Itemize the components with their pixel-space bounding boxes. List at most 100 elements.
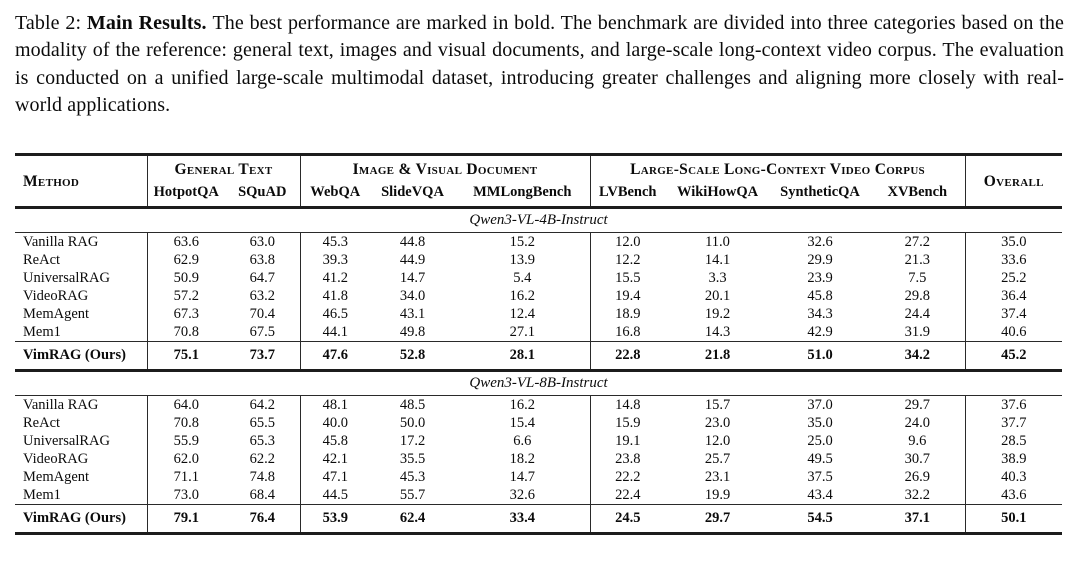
value-cell: 30.7 <box>904 450 930 467</box>
value-cell: 15.4 <box>509 414 535 431</box>
column-header-overall: Overall <box>964 154 1063 208</box>
overall-value-cell: 25.2 <box>964 268 1063 287</box>
value-cell: 5.4 <box>513 269 532 286</box>
value-cell: 50.9 <box>146 268 225 287</box>
value-cell: 29.7 <box>665 503 771 534</box>
value-cell: 14.7 <box>399 269 426 286</box>
value-cell: 71.1 <box>146 467 225 486</box>
value-cell: 24.5 <box>589 503 666 534</box>
value-cell: 26.9 <box>904 468 930 485</box>
value-cell: 67.5 <box>249 323 275 340</box>
value-cell: 47.1 <box>299 467 370 486</box>
table-row: VideoRAG 62.0 62.2 42.1 35.5 18.2 23.8 25.7 49.5… <box>15 449 1063 468</box>
value-cell: 21.8 <box>665 340 771 372</box>
value-cell: 40.0 <box>299 413 370 432</box>
value-cell: 46.5 <box>299 304 370 323</box>
value-cell: 75.1 <box>146 340 225 372</box>
value-cell: 14.3 <box>704 323 731 340</box>
value-cell: 24.4 <box>904 305 930 322</box>
method-cell: Vanilla RAG <box>23 396 99 413</box>
value-cell: 21.3 <box>904 251 930 268</box>
value-cell: 62.9 <box>146 250 225 269</box>
value-cell: 47.6 <box>299 340 370 372</box>
method-cell: VimRAG (Ours) <box>15 503 147 534</box>
value-cell: 62.2 <box>249 450 275 467</box>
value-cell: 49.5 <box>807 450 833 467</box>
caption-title: Main Results. <box>86 12 207 34</box>
table-row: Mem1 70.8 67.5 44.1 49.8 27.1 16.8 14.3 42.9 31.9… <box>15 322 1063 342</box>
table-row: Vanilla RAG 63.6 63.0 45.3 44.8 15.2 12.0 11.0 3… <box>15 232 1063 251</box>
value-cell: 55.7 <box>399 486 426 503</box>
value-cell: 44.9 <box>399 251 426 268</box>
overall-value-cell: 33.6 <box>964 250 1063 269</box>
value-cell: 13.9 <box>509 251 535 268</box>
value-cell: 35.5 <box>399 450 426 467</box>
value-cell: 15.5 <box>589 268 666 287</box>
value-cell: 23.8 <box>589 449 666 468</box>
value-cell: 20.1 <box>704 287 731 304</box>
value-cell: 17.2 <box>399 432 426 449</box>
value-cell: 45.3 <box>399 468 426 485</box>
value-cell: 16.2 <box>509 396 535 413</box>
paper-page: Table 2: Main Results. The best performa… <box>0 10 1080 581</box>
value-cell: 12.4 <box>509 305 535 322</box>
value-cell: 44.5 <box>299 485 370 505</box>
value-cell: 6.6 <box>513 432 532 449</box>
value-cell: 44.1 <box>299 322 370 342</box>
value-cell: 16.2 <box>509 287 535 304</box>
value-cell: 24.0 <box>904 414 930 431</box>
section-row: Qwen3-VL-4B-Instruct <box>15 207 1063 233</box>
column-header-xvbench: XVBench <box>887 183 948 200</box>
section-title: Qwen3-VL-4B-Instruct <box>15 207 1063 233</box>
value-cell: 12.2 <box>589 250 666 269</box>
value-cell: 62.4 <box>370 503 455 534</box>
value-cell: 76.4 <box>225 503 300 534</box>
value-cell: 44.8 <box>399 233 426 250</box>
table-header: Method General Text Image & Visual Docum… <box>15 154 1063 208</box>
value-cell: 37.0 <box>807 396 833 413</box>
value-cell: 25.0 <box>807 432 833 449</box>
overall-value-cell: 45.2 <box>964 340 1063 372</box>
value-cell: 33.4 <box>455 503 591 534</box>
method-cell: VimRAG (Ours) <box>15 340 147 372</box>
table-row: Vanilla RAG 64.0 64.2 48.1 48.5 16.2 14.8 15.7 3… <box>15 395 1063 414</box>
value-cell: 19.9 <box>704 486 731 503</box>
value-cell: 19.1 <box>589 431 666 450</box>
value-cell: 65.3 <box>249 432 275 449</box>
table-row: UniversalRAG 50.9 64.7 41.2 14.7 5.4 15.5 3.3 23… <box>15 268 1063 287</box>
overall-value-cell: 37.7 <box>964 413 1063 432</box>
value-cell: 23.0 <box>704 414 731 431</box>
overall-value-cell: 40.3 <box>964 467 1063 486</box>
overall-value-cell: 40.6 <box>964 322 1063 342</box>
value-cell: 14.7 <box>509 468 535 485</box>
group-header-video-corpus: Large-Scale Long-Context Video Corpus <box>589 154 966 182</box>
value-cell: 53.9 <box>299 503 370 534</box>
method-cell: MemAgent <box>23 305 90 322</box>
value-cell: 55.9 <box>146 431 225 450</box>
table-row: ReAct 70.8 65.5 40.0 50.0 15.4 15.9 23.0 35.0 24.… <box>15 413 1063 432</box>
overall-value-cell: 28.5 <box>964 431 1063 450</box>
value-cell: 12.0 <box>589 232 666 251</box>
column-header-hotpotqa: HotpotQA <box>146 181 225 208</box>
value-cell: 64.2 <box>249 396 275 413</box>
value-cell: 22.4 <box>589 485 666 505</box>
value-cell: 51.0 <box>770 340 871 372</box>
value-cell: 43.4 <box>807 486 833 503</box>
value-cell: 63.6 <box>146 232 225 251</box>
column-header-lvbench: LVBench <box>589 181 666 208</box>
value-cell: 41.8 <box>299 286 370 305</box>
method-cell: VideoRAG <box>23 450 89 467</box>
value-cell: 27.1 <box>509 323 535 340</box>
value-cell: 50.0 <box>399 414 426 431</box>
value-cell: 25.7 <box>704 450 731 467</box>
value-cell: 52.8 <box>370 340 455 372</box>
value-cell: 14.1 <box>704 251 731 268</box>
value-cell: 57.2 <box>146 286 225 305</box>
value-cell: 12.0 <box>704 432 731 449</box>
value-cell: 29.9 <box>807 251 833 268</box>
value-cell: 64.0 <box>146 395 225 414</box>
table-row: UniversalRAG 55.9 65.3 45.8 17.2 6.6 19.1 12.0 2… <box>15 431 1063 450</box>
value-cell: 67.3 <box>146 304 225 323</box>
value-cell: 74.8 <box>249 468 275 485</box>
value-cell: 73.0 <box>146 485 225 505</box>
